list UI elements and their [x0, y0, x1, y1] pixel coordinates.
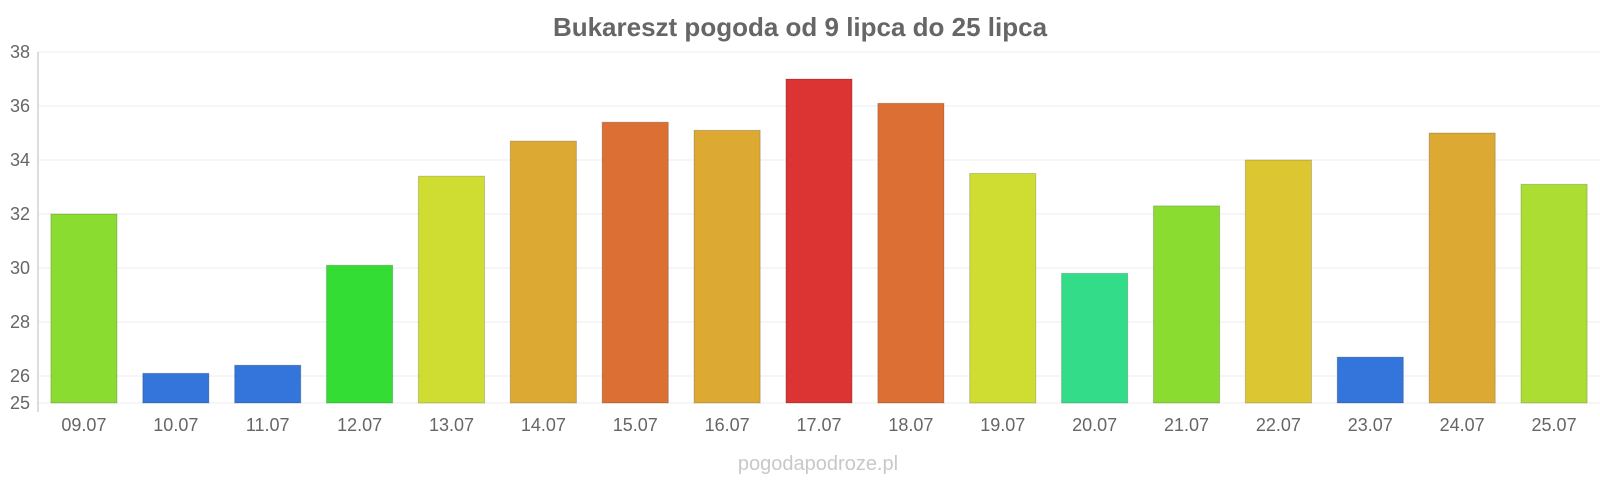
- x-tick-label: 16.07: [705, 415, 750, 435]
- y-tick-label: 38: [10, 42, 30, 62]
- bar-11.07: [234, 364, 302, 404]
- chart-title: Bukareszt pogoda od 9 lipca do 25 lipca: [553, 12, 1048, 42]
- y-tick-label: 32: [10, 204, 30, 224]
- bar-25.07: [1520, 183, 1588, 404]
- x-tick-label: 12.07: [337, 415, 382, 435]
- bar-24.07: [1428, 132, 1496, 404]
- bar-20.07: [1061, 272, 1129, 404]
- y-tick-label: 34: [10, 150, 30, 170]
- y-tick-label: 28: [10, 312, 30, 332]
- x-tick-label: 23.07: [1348, 415, 1393, 435]
- y-tick-label: 26: [10, 366, 30, 386]
- x-tick-label: 14.07: [521, 415, 566, 435]
- y-tick-label: 30: [10, 258, 30, 278]
- bar-17.07: [785, 78, 853, 404]
- x-tick-label: 21.07: [1164, 415, 1209, 435]
- x-tick-label: 20.07: [1072, 415, 1117, 435]
- bar-23.07: [1336, 356, 1404, 404]
- x-tick-label: 09.07: [61, 415, 106, 435]
- x-tick-label: 13.07: [429, 415, 474, 435]
- x-tick-label: 19.07: [980, 415, 1025, 435]
- bar-13.07: [417, 175, 486, 404]
- y-axis-ticks: 25 26 28 30 32 34 36 38: [10, 42, 30, 413]
- bar-22.07: [1244, 159, 1312, 404]
- bars: [50, 78, 1588, 404]
- bar-14.07: [509, 140, 577, 404]
- x-tick-label: 17.07: [796, 415, 841, 435]
- bar-12.07: [326, 264, 394, 404]
- bar-09.07: [50, 213, 118, 404]
- x-tick-label: 10.07: [153, 415, 198, 435]
- watermark: pogodapodroze.pl: [738, 453, 898, 475]
- bar-15.07: [601, 121, 669, 404]
- bar-19.07: [969, 173, 1037, 404]
- x-tick-label: 15.07: [613, 415, 658, 435]
- x-tick-label: 22.07: [1256, 415, 1301, 435]
- bar-10.07: [142, 372, 210, 404]
- bar-16.07: [693, 129, 761, 404]
- bar-21.07: [1152, 205, 1221, 404]
- x-tick-label: 25.07: [1532, 415, 1577, 435]
- x-tick-label: 24.07: [1440, 415, 1485, 435]
- y-tick-label: 25: [10, 393, 30, 413]
- x-tick-label: 11.07: [246, 415, 290, 435]
- x-axis-ticks: 09.07 10.07 11.07 12.07 13.07 14.07 15.07 16.07…: [61, 415, 1576, 435]
- x-tick-label: 18.07: [888, 415, 933, 435]
- bar-18.07: [877, 102, 945, 404]
- y-tick-label: 36: [10, 96, 30, 116]
